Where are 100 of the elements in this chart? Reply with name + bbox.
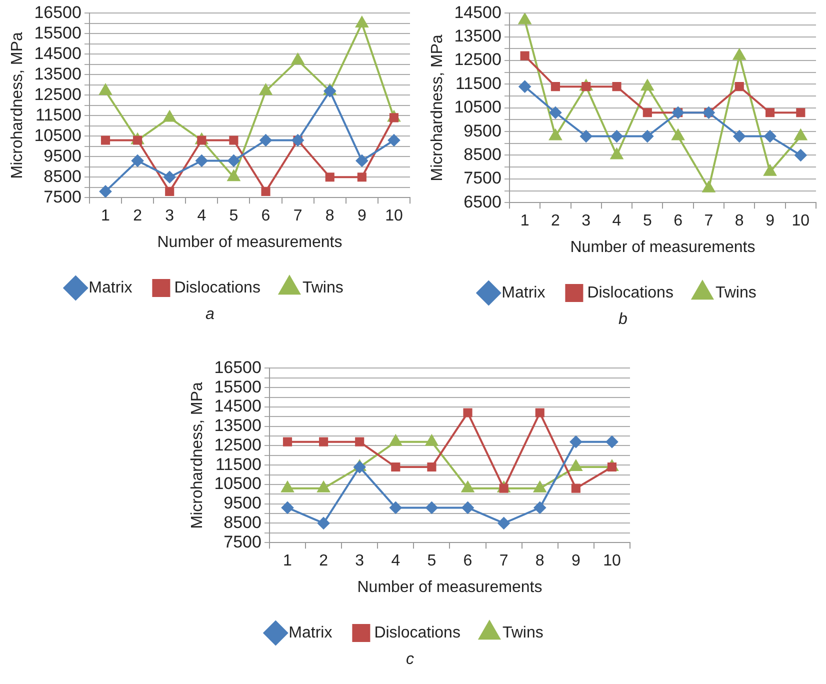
x-tick-label: 9 [571, 552, 580, 570]
point [549, 129, 562, 140]
point [260, 134, 272, 146]
point [99, 84, 112, 96]
x-tick-label: 3 [165, 208, 174, 225]
point [357, 172, 366, 182]
x-tick-label: 2 [319, 552, 328, 570]
y-tick-label: 9500 [224, 494, 262, 513]
x-tick-label: 6 [674, 212, 683, 230]
y-tick-label: 14500 [214, 396, 262, 416]
point [163, 110, 176, 122]
point [796, 108, 806, 118]
point [764, 130, 776, 142]
point [317, 481, 330, 492]
point [261, 186, 270, 196]
point [229, 136, 238, 145]
text: b [618, 311, 628, 329]
point [549, 106, 562, 119]
y-axis-title: Microhardness, MPa [189, 382, 206, 529]
x-tick-label: 10 [603, 552, 621, 570]
point [426, 434, 438, 446]
point [355, 437, 364, 446]
point [641, 130, 654, 142]
y-tick-label: 13500 [34, 64, 82, 84]
point [610, 130, 623, 142]
point [391, 462, 400, 472]
point [570, 460, 582, 472]
point [641, 80, 654, 91]
legend-label: Dislocations [587, 284, 674, 302]
point [642, 108, 652, 118]
x-tick-label: 5 [427, 552, 436, 570]
point [612, 82, 622, 92]
point [498, 517, 510, 530]
point [389, 434, 402, 446]
point [570, 436, 582, 448]
y-tick-label: 10500 [214, 474, 262, 494]
y-axis-title: Microhardness, MPa [429, 34, 446, 182]
y-tick-label: 6500 [464, 192, 502, 212]
x-tick-label: 2 [551, 212, 560, 230]
point [260, 84, 272, 96]
y-tick-label: 15500 [34, 23, 82, 42]
y-tick-label: 15500 [214, 377, 262, 396]
x-tick-label: 7 [499, 552, 508, 570]
point [282, 437, 292, 446]
legend-label: Dislocations [174, 279, 260, 296]
point [765, 108, 775, 118]
x-tick-label: 5 [642, 212, 652, 230]
x-tick-label: 1 [520, 212, 530, 230]
point [462, 502, 474, 514]
point [100, 185, 112, 198]
x-tick-label: 6 [463, 552, 472, 570]
point [426, 502, 438, 514]
x-tick-label: 4 [391, 552, 400, 570]
point [164, 171, 176, 184]
x-axis-title: Number of measurements [157, 234, 342, 251]
point [356, 16, 368, 28]
y-tick-label: 13500 [454, 26, 502, 46]
point [390, 502, 402, 514]
y-tick-label: 11500 [455, 74, 502, 93]
x-tick-label: 9 [357, 208, 366, 225]
y-tick-label: 12500 [34, 84, 82, 104]
point [794, 149, 807, 162]
x-tick-label: 8 [325, 208, 334, 225]
point [228, 154, 240, 167]
point [571, 484, 580, 493]
point [535, 408, 544, 418]
x-tick-label: 3 [355, 552, 364, 570]
legend-label: Twins [715, 284, 756, 302]
point [319, 437, 328, 446]
y-tick-label: 10500 [34, 126, 82, 145]
point [100, 136, 110, 145]
y-tick-label: 10500 [454, 98, 502, 117]
x-tick-label: 2 [133, 208, 142, 225]
point [325, 172, 334, 182]
y-axis-title: Microhardness, MPa [9, 32, 26, 179]
text: a [204, 306, 216, 324]
point [733, 130, 746, 142]
point [764, 164, 776, 176]
x-tick-label: 7 [704, 212, 714, 230]
legend-label: Twins [502, 624, 544, 642]
point [388, 134, 400, 146]
point [427, 462, 436, 472]
point [463, 408, 472, 418]
legend-label: Matrix [502, 284, 546, 302]
point [292, 53, 304, 64]
x-axis-title: Number of measurements [357, 578, 542, 596]
point [794, 129, 807, 140]
y-tick-label: 8500 [224, 512, 262, 532]
y-tick-label: 7500 [224, 532, 262, 552]
x-tick-label: 7 [293, 208, 302, 225]
y-tick-label: 7500 [44, 187, 82, 206]
x-tick-label: 8 [535, 552, 544, 570]
point [606, 436, 618, 448]
y-tick-label: 14500 [454, 2, 502, 22]
y-tick-label: 7500 [464, 168, 502, 188]
legend-label: Matrix [88, 279, 132, 296]
legend-label: Dislocations [374, 624, 460, 642]
x-axis-title: Number of measurements [570, 238, 756, 256]
legend-label: Matrix [288, 624, 332, 642]
legend-label: Twins [302, 279, 344, 296]
